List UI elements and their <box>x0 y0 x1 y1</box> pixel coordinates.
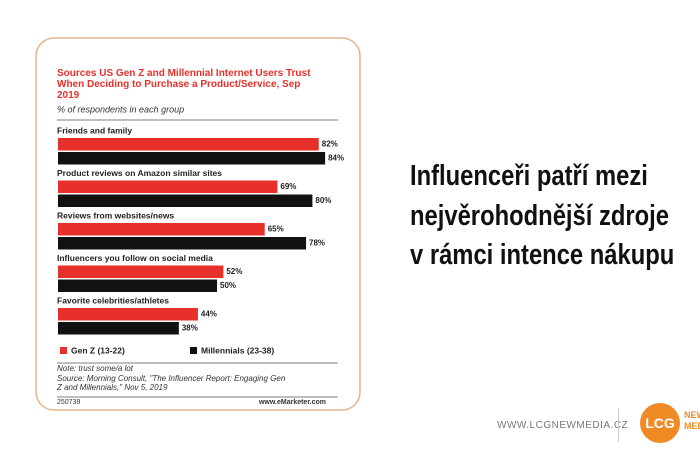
bar <box>58 279 217 292</box>
value-label: 52% <box>226 267 242 276</box>
logo: LCG <box>640 403 680 443</box>
category-label: Influencers you follow on social media <box>57 253 213 263</box>
bar <box>58 223 265 236</box>
headline: nejvěrohodnější zdroje <box>410 200 669 232</box>
category-label: Favorite celebrities/athletes <box>57 295 169 305</box>
chart-title: Sources US Gen Z and Millennial Internet… <box>57 68 311 101</box>
logo-text: NEWMEDIA <box>684 410 700 432</box>
bar <box>58 237 307 250</box>
value-label: 80% <box>315 196 331 205</box>
chart-subtitle: % of respondents in each group <box>57 104 184 114</box>
chart: Sources US Gen Z and Millennial Internet… <box>35 37 361 411</box>
value-label: 44% <box>201 309 217 318</box>
legend-swatch <box>190 347 197 354</box>
headline: Influenceři patří mezi <box>410 160 648 192</box>
brand: www.eMarketer.com <box>258 399 326 406</box>
value-label: 69% <box>280 182 296 191</box>
bar <box>58 138 319 151</box>
legend-swatch <box>60 347 67 354</box>
wrapped-text: Sources US Gen Z and Millennial Internet… <box>57 68 311 101</box>
value-label: 84% <box>328 153 344 162</box>
note: Note: trust some/a lot <box>57 364 134 373</box>
bar <box>58 265 224 278</box>
value-label: 50% <box>220 281 236 290</box>
legend-label: Gen Z (13-22) <box>71 345 125 355</box>
value-label: 82% <box>322 139 338 148</box>
value-label: 38% <box>182 323 198 332</box>
value-label: 65% <box>268 224 284 233</box>
bar <box>58 180 278 193</box>
value-label: 78% <box>309 238 325 247</box>
source: Source: Morning Consult, "The Influencer… <box>56 374 286 392</box>
bar <box>58 152 326 165</box>
chart-id: 250739 <box>57 399 80 406</box>
logo-word: NEW <box>684 410 700 420</box>
headline: v rámci intence nákupu <box>410 239 675 271</box>
bar <box>58 322 179 335</box>
divider <box>618 408 619 442</box>
logo-word: MEDIA <box>684 421 700 431</box>
legend-label: Millennials (23-38) <box>201 345 274 355</box>
bar <box>58 308 198 321</box>
category-label: Product reviews on Amazon similar sites <box>57 168 222 178</box>
wrapped-text: Source: Morning Consult, "The Influencer… <box>56 374 286 392</box>
bar <box>58 194 313 207</box>
category-label: Reviews from websites/news <box>57 210 174 220</box>
website: WWW.LCGNEWMEDIA.CZ <box>497 420 629 431</box>
category-label: Friends and family <box>57 125 132 135</box>
